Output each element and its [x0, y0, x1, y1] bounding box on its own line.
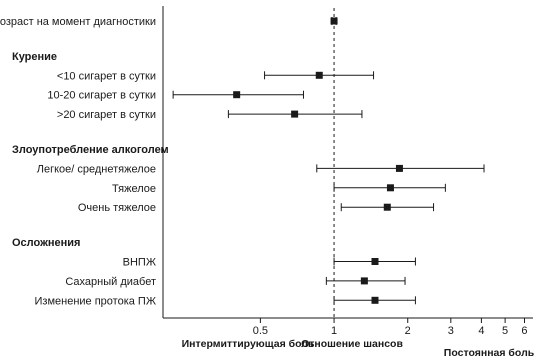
- point-estimate-marker: [233, 91, 241, 99]
- x-tick-label: 1: [331, 325, 337, 337]
- x-axis-title: Отношение шансов: [301, 338, 403, 350]
- row-label: 10-20 сигарет в сутки: [47, 90, 156, 102]
- group-label: Злоупотребление алкоголем: [12, 144, 169, 156]
- row-label: Легкое/ среднетяжелое: [37, 163, 156, 175]
- forest-marks: [172, 17, 485, 305]
- x-tick-label: 4: [478, 325, 484, 337]
- row-label: ВНПЖ: [123, 257, 156, 269]
- row-label: Тяжелое: [112, 183, 156, 195]
- row-label: Возраст на момент диагностики: [0, 16, 156, 28]
- group-label: Осложнения: [12, 237, 80, 249]
- row-label: Очень тяжелое: [78, 202, 156, 214]
- row-label: Изменение протока ПЖ: [35, 295, 157, 307]
- x-tick-label: 0.5: [253, 325, 268, 337]
- x-tick-label: 6: [521, 325, 527, 337]
- row-label: Сахарный диабет: [65, 276, 156, 288]
- x-tick-label: 3: [448, 325, 454, 337]
- point-estimate-marker: [330, 17, 338, 25]
- bottom-labels: Интермиттирующая боль Отношение шансов П…: [182, 338, 535, 358]
- x-tick-label: 2: [405, 325, 411, 337]
- point-estimate-marker: [371, 296, 379, 304]
- left-direction-label: Интермиттирующая боль: [182, 338, 315, 350]
- x-tick-label: 5: [502, 325, 508, 337]
- point-estimate-marker: [315, 71, 323, 79]
- point-estimate-marker: [371, 258, 379, 265]
- point-estimate-marker: [360, 277, 368, 285]
- point-estimate-marker: [386, 184, 394, 192]
- point-estimate-marker: [395, 164, 403, 172]
- group-label: Курение: [12, 51, 57, 63]
- row-label: >20 сигарет в сутки: [57, 109, 156, 121]
- right-direction-label: Постоянная боль: [444, 347, 535, 358]
- point-estimate-marker: [291, 110, 299, 118]
- row-labels: Возраст на момент диагностики Курение<10 …: [0, 16, 169, 307]
- point-estimate-marker: [383, 203, 391, 211]
- x-axis: 0.5 1 2 3 4 5 6: [162, 6, 533, 337]
- row-label: <10 сигарет в сутки: [57, 70, 156, 82]
